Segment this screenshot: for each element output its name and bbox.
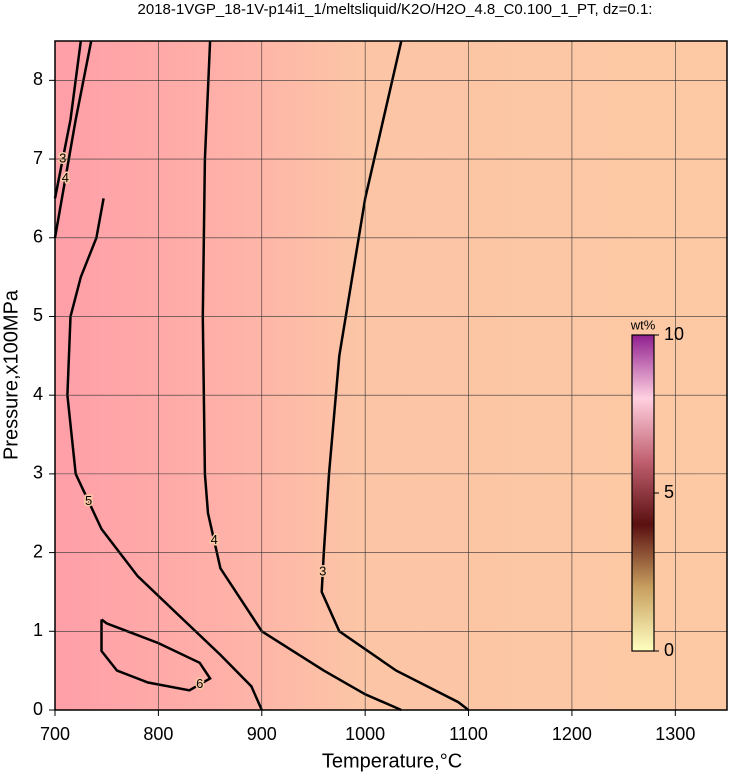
y-axis-label: Pressure,x100MPa [0, 289, 22, 460]
x-tick-label: 900 [247, 724, 277, 744]
contour-label: 4 [62, 170, 69, 185]
y-tick-label: 1 [33, 620, 43, 640]
contour-line [100, 618, 212, 692]
contour-line [66, 198, 263, 711]
contour-label: 4 [211, 532, 218, 547]
y-tick-label: 2 [33, 541, 43, 561]
contour-line [53, 40, 93, 239]
colorbar-tick-label: 0 [664, 640, 674, 660]
contour-label: 3 [59, 150, 66, 165]
x-tick-label: 1200 [552, 724, 592, 744]
x-tick-label: 800 [143, 724, 173, 744]
colorbar [631, 334, 655, 652]
colorbar-tick-label: 5 [664, 482, 674, 502]
plot-frame [54, 40, 728, 711]
x-tick-label: 1100 [449, 724, 488, 744]
contour-label: 5 [85, 493, 92, 508]
x-tick-label: 700 [40, 724, 70, 744]
colorbar-label: wt% [630, 317, 656, 332]
colorbar-tick-label: 10 [664, 324, 684, 344]
y-tick-label: 5 [33, 305, 43, 325]
contour-line [320, 40, 470, 711]
chart-title: 2018-1VGP_18-1V-p14i1_1/meltsliquid/K2O/… [138, 1, 653, 18]
x-tick-label: 1300 [655, 724, 695, 744]
x-tick-label: 1000 [345, 724, 385, 744]
y-tick-label: 6 [33, 227, 43, 247]
y-tick-label: 8 [33, 69, 43, 89]
x-axis-label: Temperature,°C [322, 750, 462, 772]
y-tick-label: 7 [33, 148, 43, 168]
contour-line [53, 40, 83, 199]
y-tick-label: 4 [33, 384, 43, 404]
plot-background [55, 41, 727, 710]
contour-label: 6 [196, 676, 203, 691]
y-tick-label: 0 [33, 699, 43, 719]
y-tick-label: 3 [33, 463, 43, 483]
contour-label: 3 [319, 564, 326, 579]
